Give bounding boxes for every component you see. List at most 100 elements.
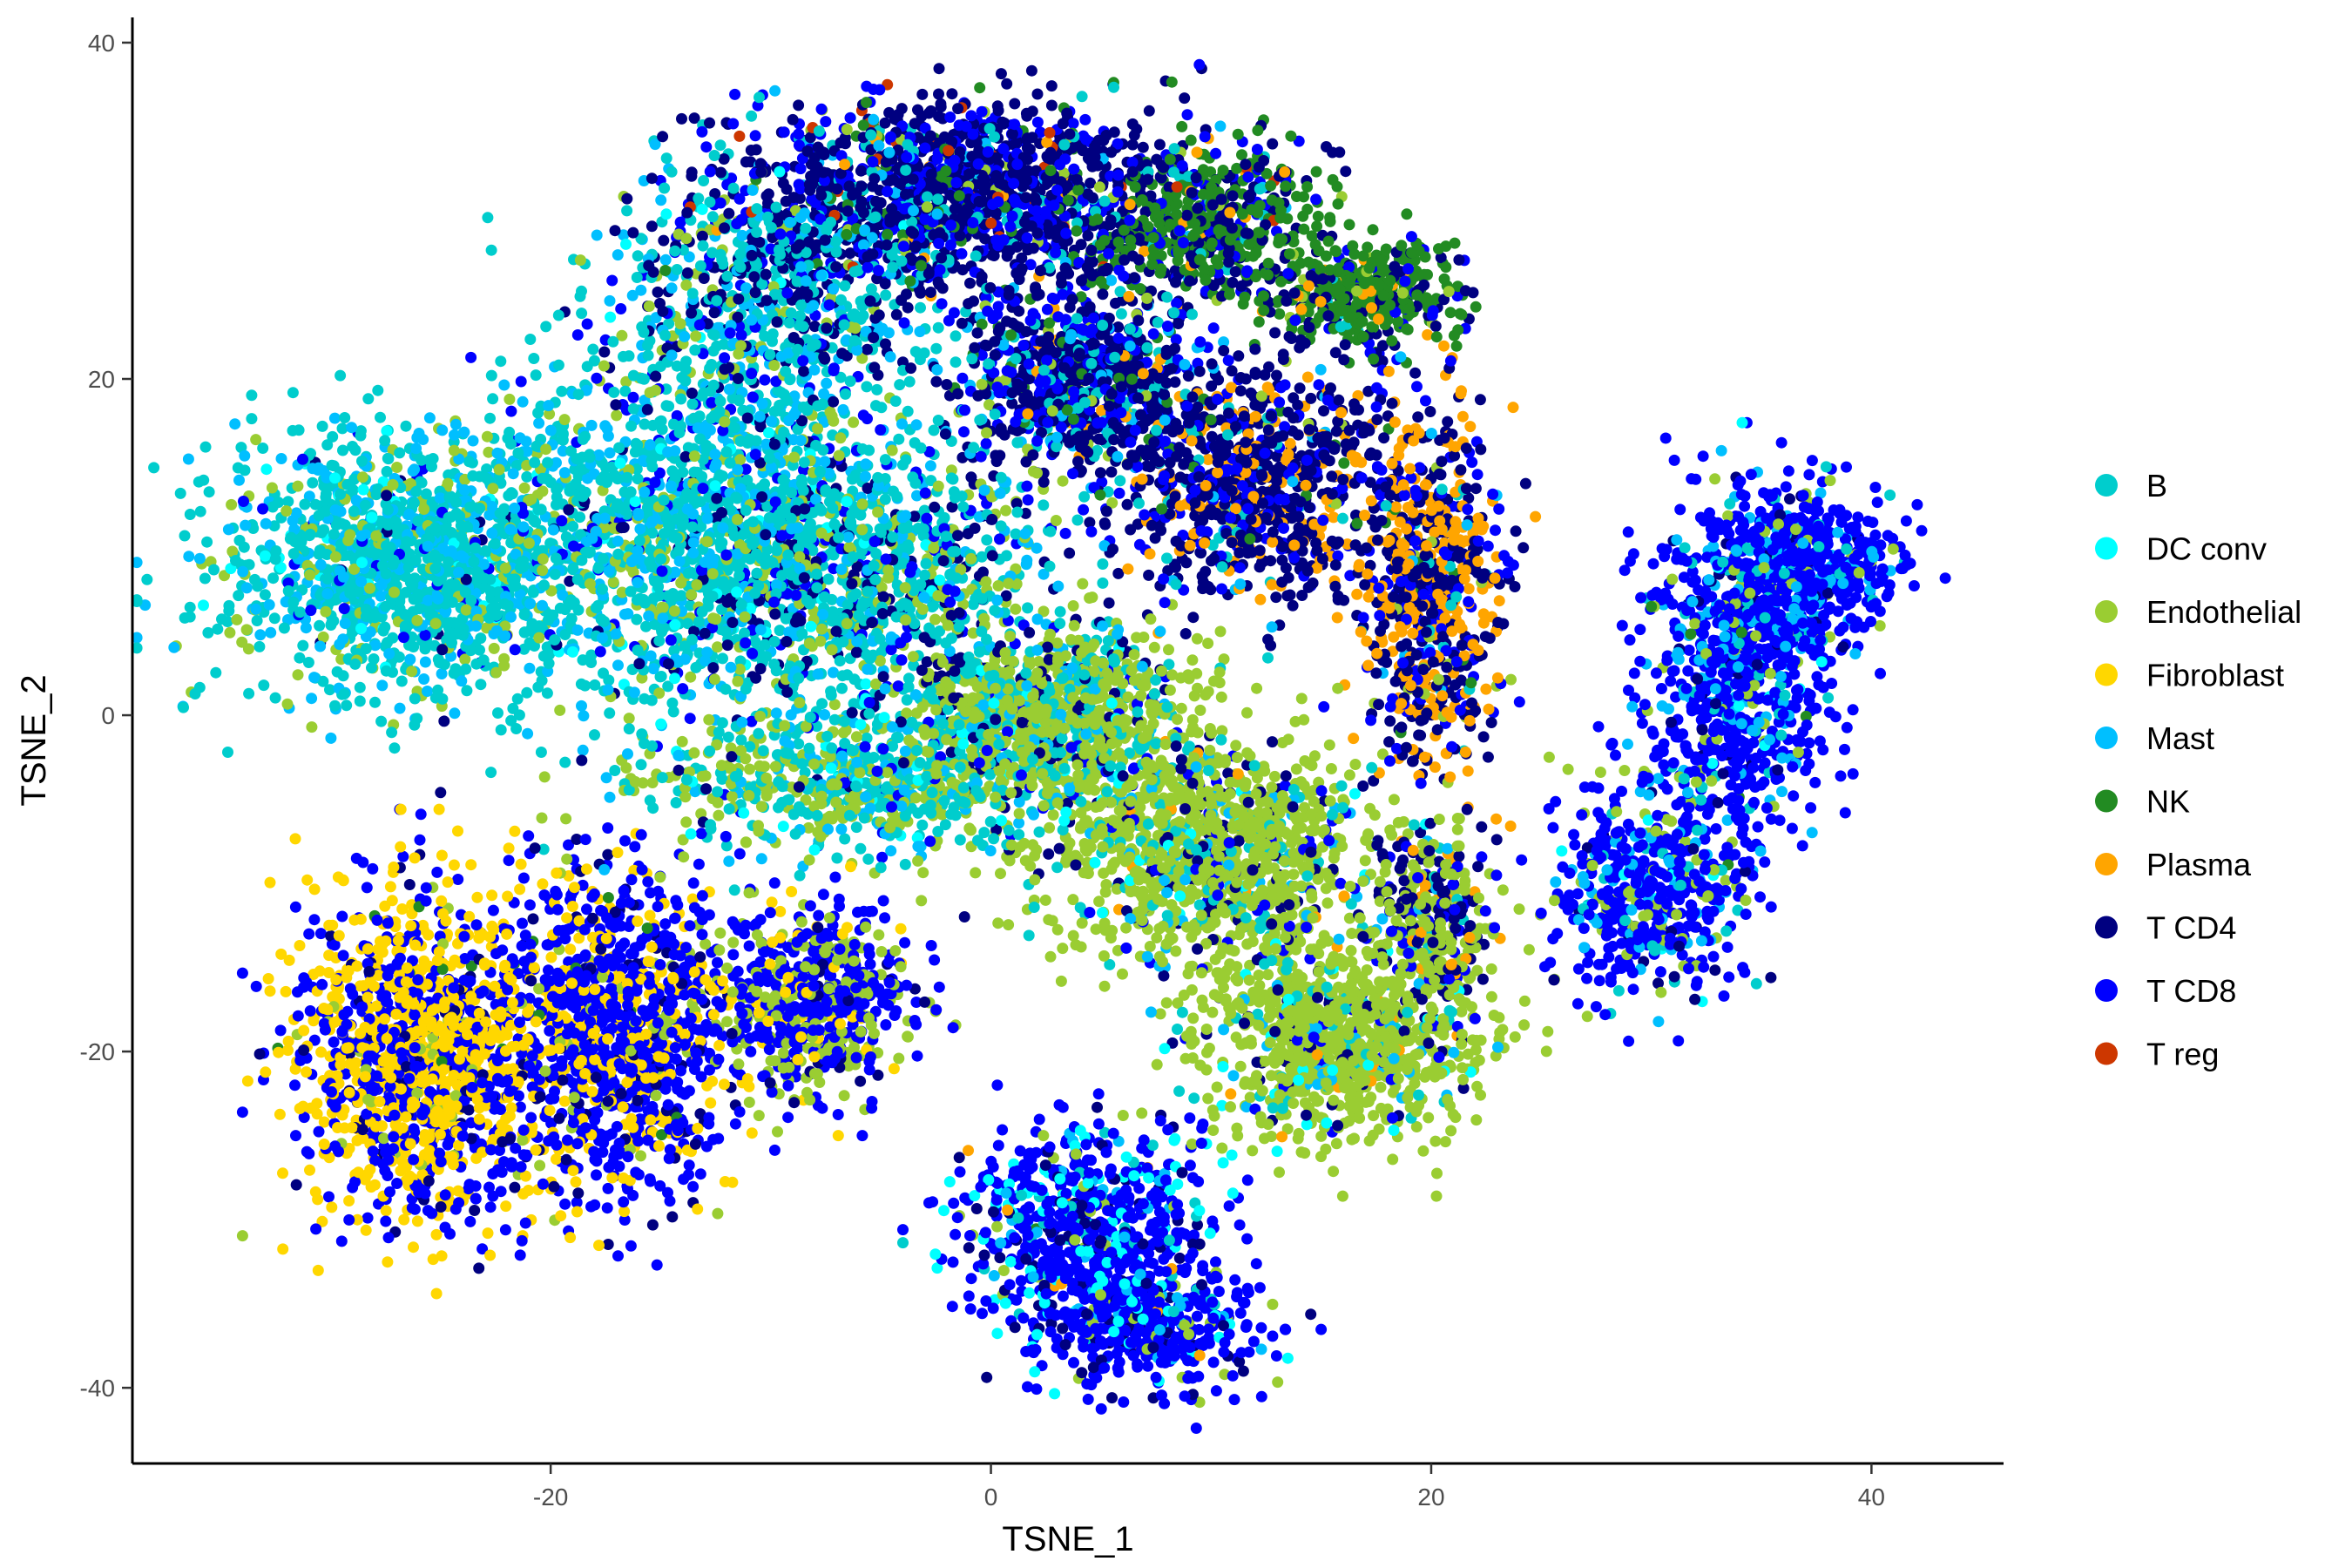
- data-point: [693, 858, 705, 870]
- data-point: [569, 463, 581, 476]
- data-point: [1497, 884, 1509, 896]
- data-point: [314, 928, 327, 940]
- data-point: [473, 1262, 485, 1274]
- data-point: [1047, 809, 1059, 821]
- data-point: [688, 112, 700, 125]
- data-point: [1162, 1124, 1174, 1136]
- data-point: [561, 853, 573, 865]
- data-point: [1835, 770, 1847, 782]
- data-point: [1415, 827, 1427, 839]
- data-point: [1241, 1233, 1254, 1245]
- data-point: [536, 812, 548, 824]
- data-point: [723, 207, 735, 220]
- data-point: [1025, 64, 1037, 77]
- data-point: [1045, 80, 1058, 92]
- data-point: [587, 343, 599, 355]
- data-point: [1654, 966, 1666, 978]
- data-point: [438, 715, 450, 727]
- data-point: [1117, 968, 1128, 980]
- data-point: [1202, 638, 1214, 649]
- data-point: [848, 416, 860, 429]
- data-point: [1622, 738, 1633, 750]
- data-point: [578, 710, 590, 722]
- data-point: [524, 899, 536, 911]
- data-point: [183, 551, 195, 563]
- data-point: [611, 409, 623, 422]
- data-point: [1369, 809, 1381, 821]
- data-point: [182, 453, 194, 465]
- data-point: [1839, 807, 1851, 819]
- data-point: [471, 891, 483, 903]
- data-point: [1661, 783, 1673, 795]
- data-point: [487, 393, 499, 405]
- data-point: [646, 1219, 659, 1231]
- data-point: [897, 356, 909, 368]
- data-point: [264, 985, 276, 997]
- data-point: [268, 520, 280, 532]
- data-point: [839, 833, 851, 845]
- data-point: [769, 84, 781, 97]
- data-point: [1439, 1136, 1451, 1148]
- data-point: [527, 913, 539, 925]
- data-point: [1045, 99, 1058, 112]
- data-point: [431, 866, 443, 878]
- data-point: [585, 419, 598, 431]
- data-point: [514, 1249, 526, 1261]
- data-point: [931, 1262, 943, 1274]
- data-point: [1581, 1010, 1593, 1023]
- data-point: [243, 687, 255, 700]
- data-point: [984, 845, 997, 857]
- data-point: [1636, 717, 1648, 729]
- data-point: [503, 842, 515, 855]
- data-point: [1518, 995, 1531, 1007]
- data-point: [1423, 1112, 1435, 1124]
- data-point: [265, 626, 277, 639]
- data-point: [1216, 1142, 1228, 1154]
- data-point: [1192, 1219, 1203, 1231]
- data-point: [787, 113, 799, 125]
- data-point: [283, 954, 295, 966]
- data-point: [658, 234, 670, 247]
- data-point: [414, 834, 426, 846]
- data-point: [1059, 527, 1071, 539]
- data-point: [749, 636, 761, 648]
- data-point: [725, 742, 737, 754]
- data-point: [1775, 436, 1788, 449]
- data-point: [306, 721, 318, 733]
- data-point: [698, 175, 710, 186]
- data-point: [304, 1164, 315, 1176]
- data-point: [570, 1176, 582, 1188]
- data-point: [1449, 237, 1461, 249]
- data-point: [1022, 602, 1034, 614]
- data-point: [743, 1096, 755, 1108]
- data-point: [1037, 568, 1050, 580]
- data-point: [844, 247, 856, 260]
- data-point: [1470, 301, 1482, 313]
- data-point: [1024, 1287, 1036, 1299]
- data-point: [481, 463, 493, 475]
- data-point: [328, 412, 341, 424]
- data-point: [1064, 547, 1076, 559]
- data-point: [684, 713, 696, 725]
- data-point: [1082, 1393, 1094, 1405]
- data-point: [354, 695, 366, 707]
- data-point: [1210, 1256, 1221, 1268]
- data-point: [1367, 224, 1379, 236]
- data-point: [1218, 653, 1230, 666]
- data-point: [250, 980, 262, 992]
- data-point: [1456, 1005, 1468, 1017]
- data-point: [1215, 733, 1227, 746]
- data-point: [571, 1196, 583, 1208]
- data-point: [911, 1050, 923, 1062]
- data-point: [976, 551, 988, 563]
- data-point: [1315, 1130, 1328, 1142]
- data-point: [1254, 593, 1267, 605]
- data-point: [876, 851, 889, 863]
- data-point: [1485, 990, 1497, 1003]
- data-point: [1782, 465, 1794, 477]
- data-point: [1622, 526, 1634, 538]
- data-point: [1340, 166, 1352, 178]
- data-point: [1225, 1088, 1237, 1100]
- data-point: [612, 249, 624, 261]
- data-point: [1175, 702, 1187, 714]
